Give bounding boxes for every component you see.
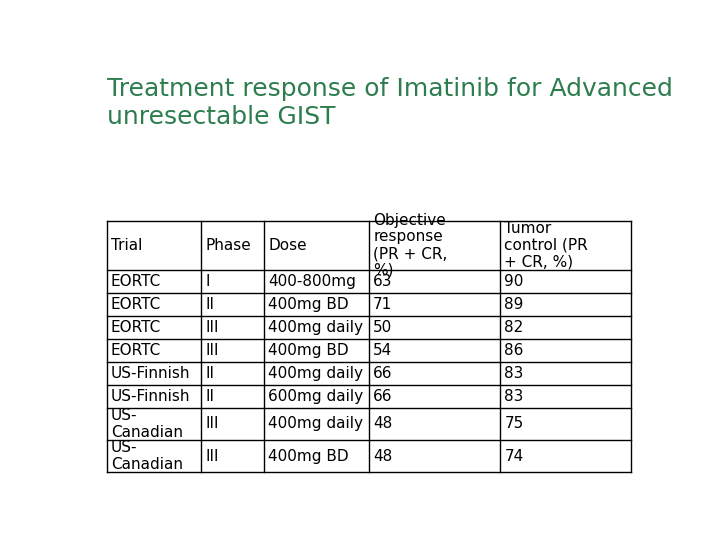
Text: III: III — [205, 343, 219, 358]
Text: EORTC: EORTC — [111, 297, 161, 312]
Text: 83: 83 — [504, 389, 523, 404]
Text: 71: 71 — [373, 297, 392, 312]
Text: 400mg daily: 400mg daily — [269, 366, 364, 381]
Text: EORTC: EORTC — [111, 274, 161, 289]
Text: Dose: Dose — [269, 238, 307, 253]
Text: II: II — [205, 389, 215, 404]
Text: 82: 82 — [504, 320, 523, 335]
Text: 66: 66 — [373, 389, 392, 404]
Text: Objective
response
(PR + CR,
%): Objective response (PR + CR, %) — [373, 213, 448, 278]
Text: III: III — [205, 320, 219, 335]
Text: 54: 54 — [373, 343, 392, 358]
Text: US-
Canadian: US- Canadian — [111, 408, 183, 440]
Text: 90: 90 — [504, 274, 523, 289]
Text: EORTC: EORTC — [111, 343, 161, 358]
Text: I: I — [205, 274, 210, 289]
Text: Phase: Phase — [205, 238, 251, 253]
Text: Treatment response of Imatinib for Advanced
unresectable GIST: Treatment response of Imatinib for Advan… — [107, 77, 672, 129]
Text: US-
Canadian: US- Canadian — [111, 440, 183, 472]
Text: II: II — [205, 366, 215, 381]
Text: III: III — [205, 416, 219, 431]
Text: US-Finnish: US-Finnish — [111, 389, 190, 404]
Text: 400-800mg: 400-800mg — [269, 274, 356, 289]
Text: Trial: Trial — [111, 238, 143, 253]
Text: 400mg daily: 400mg daily — [269, 416, 364, 431]
Text: EORTC: EORTC — [111, 320, 161, 335]
Text: US-Finnish: US-Finnish — [111, 366, 190, 381]
Text: 66: 66 — [373, 366, 392, 381]
Text: 63: 63 — [373, 274, 392, 289]
Text: Tumor
control (PR
+ CR, %): Tumor control (PR + CR, %) — [504, 221, 588, 269]
Text: 400mg BD: 400mg BD — [269, 343, 349, 358]
Text: 400mg BD: 400mg BD — [269, 449, 349, 464]
Text: 74: 74 — [504, 449, 523, 464]
Text: III: III — [205, 449, 219, 464]
Text: 48: 48 — [373, 416, 392, 431]
Text: 75: 75 — [504, 416, 523, 431]
Text: 89: 89 — [504, 297, 523, 312]
Text: 400mg daily: 400mg daily — [269, 320, 364, 335]
Text: 48: 48 — [373, 449, 392, 464]
Text: 50: 50 — [373, 320, 392, 335]
Text: 400mg BD: 400mg BD — [269, 297, 349, 312]
Text: 86: 86 — [504, 343, 523, 358]
Text: II: II — [205, 297, 215, 312]
Text: 600mg daily: 600mg daily — [269, 389, 364, 404]
Text: 83: 83 — [504, 366, 523, 381]
